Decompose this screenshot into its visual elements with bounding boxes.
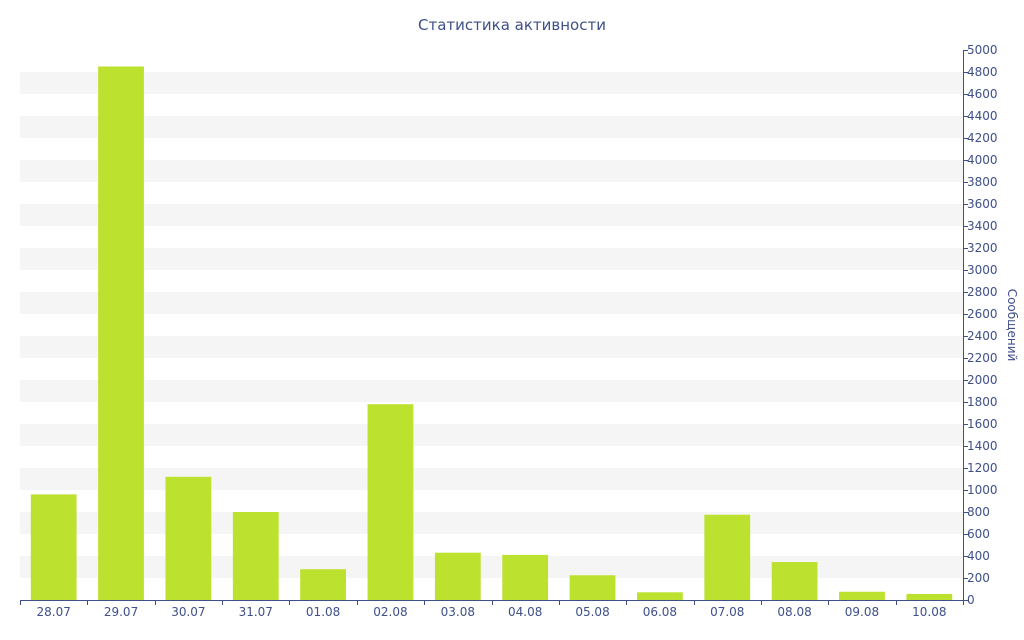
bar	[636, 592, 683, 600]
x-tick-label: 02.08	[373, 605, 407, 619]
y-tick-label: 2000	[967, 373, 998, 387]
x-tick-label: 29.07	[104, 605, 138, 619]
y-tick-label: 3800	[967, 175, 998, 189]
y-tick-label: 3000	[967, 263, 998, 277]
y-axis-title: Сообщений	[1005, 289, 1019, 362]
bar	[771, 562, 818, 600]
y-tick-label: 2600	[967, 307, 998, 321]
x-tick-label: 10.08	[912, 605, 946, 619]
bar	[98, 66, 144, 600]
grid-band	[20, 204, 963, 226]
x-tick-label: 06.08	[643, 605, 677, 619]
bar	[502, 554, 549, 600]
y-tick-label: 3400	[967, 219, 998, 233]
bar	[232, 512, 279, 600]
axes	[20, 50, 968, 605]
y-tick-label: 2400	[967, 329, 998, 343]
bar	[906, 593, 953, 600]
x-tick-label: 03.08	[441, 605, 475, 619]
x-tick-label: 07.08	[710, 605, 744, 619]
y-tick-label: 0	[967, 593, 975, 607]
y-tick-label: 3200	[967, 241, 998, 255]
chart-title: Статистика активности	[418, 16, 606, 34]
bar	[165, 476, 212, 600]
x-tick-label: 28.07	[36, 605, 70, 619]
y-tick-label: 200	[967, 571, 990, 585]
y-tick-label: 4200	[967, 131, 998, 145]
bar	[704, 514, 751, 600]
y-tick-label: 4800	[967, 65, 998, 79]
y-tick-label: 4600	[967, 87, 998, 101]
y-tick-label: 2800	[967, 285, 998, 299]
grid-band	[20, 248, 963, 270]
y-tick-label: 1200	[967, 461, 998, 475]
grid-band	[20, 116, 963, 138]
grid-band	[20, 512, 963, 534]
grid-band	[20, 72, 963, 94]
x-tick-label: 01.08	[306, 605, 340, 619]
y-tick-label: 400	[967, 549, 990, 563]
grid-band	[20, 336, 963, 358]
grid-band	[20, 160, 963, 182]
y-tick-label: 2200	[967, 351, 998, 365]
x-tick-label: 04.08	[508, 605, 542, 619]
x-tick-label: 09.08	[845, 605, 879, 619]
x-tick-label: 08.08	[777, 605, 811, 619]
x-tick-label: 31.07	[239, 605, 273, 619]
bar	[839, 591, 885, 600]
grid-band	[20, 380, 963, 402]
bars	[30, 66, 953, 600]
y-tick-label: 1000	[967, 483, 998, 497]
x-tick-label: 05.08	[575, 605, 609, 619]
y-tick-label: 1600	[967, 417, 998, 431]
x-tick-labels: 28.07 29.07 30.07 31.07 01.08 02.08 03.08 04.08…	[36, 605, 946, 619]
y-tick-labels: 0 200 400 600 800 1000 1200 1400 1600 1800 2000 220…	[967, 43, 998, 607]
grid-bands	[20, 72, 963, 578]
y-tick-label: 3600	[967, 197, 998, 211]
grid-band	[20, 424, 963, 446]
y-tick-label: 1800	[967, 395, 998, 409]
grid-band	[20, 556, 963, 578]
bar	[30, 494, 77, 600]
grid-band	[20, 292, 963, 314]
y-tick-label: 600	[967, 527, 990, 541]
bar	[569, 575, 616, 600]
y-tick-label: 1400	[967, 439, 998, 453]
bar	[367, 404, 414, 600]
y-tick-label: 800	[967, 505, 990, 519]
y-tick-label: 5000	[967, 43, 998, 57]
grid-band	[20, 468, 963, 490]
x-tick-label: 30.07	[171, 605, 205, 619]
bar	[300, 569, 347, 600]
y-tick-label: 4000	[967, 153, 998, 167]
bar	[434, 552, 481, 600]
y-tick-label: 4400	[967, 109, 998, 123]
